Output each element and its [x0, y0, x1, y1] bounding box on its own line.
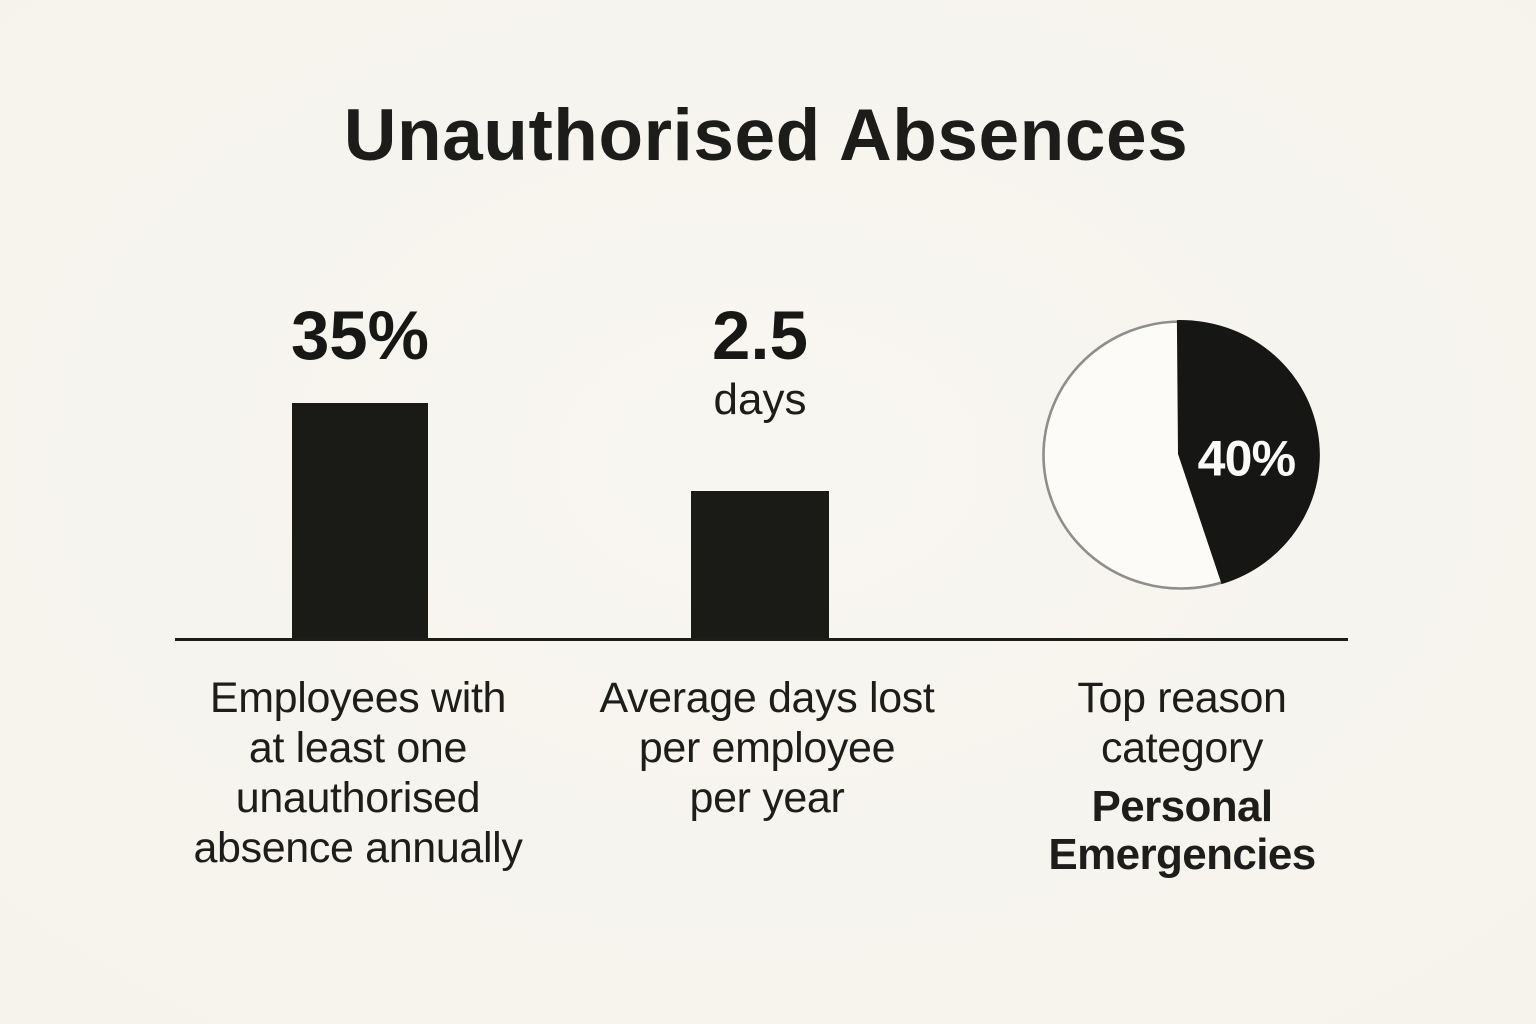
svg-text:40%: 40%	[1198, 431, 1296, 487]
